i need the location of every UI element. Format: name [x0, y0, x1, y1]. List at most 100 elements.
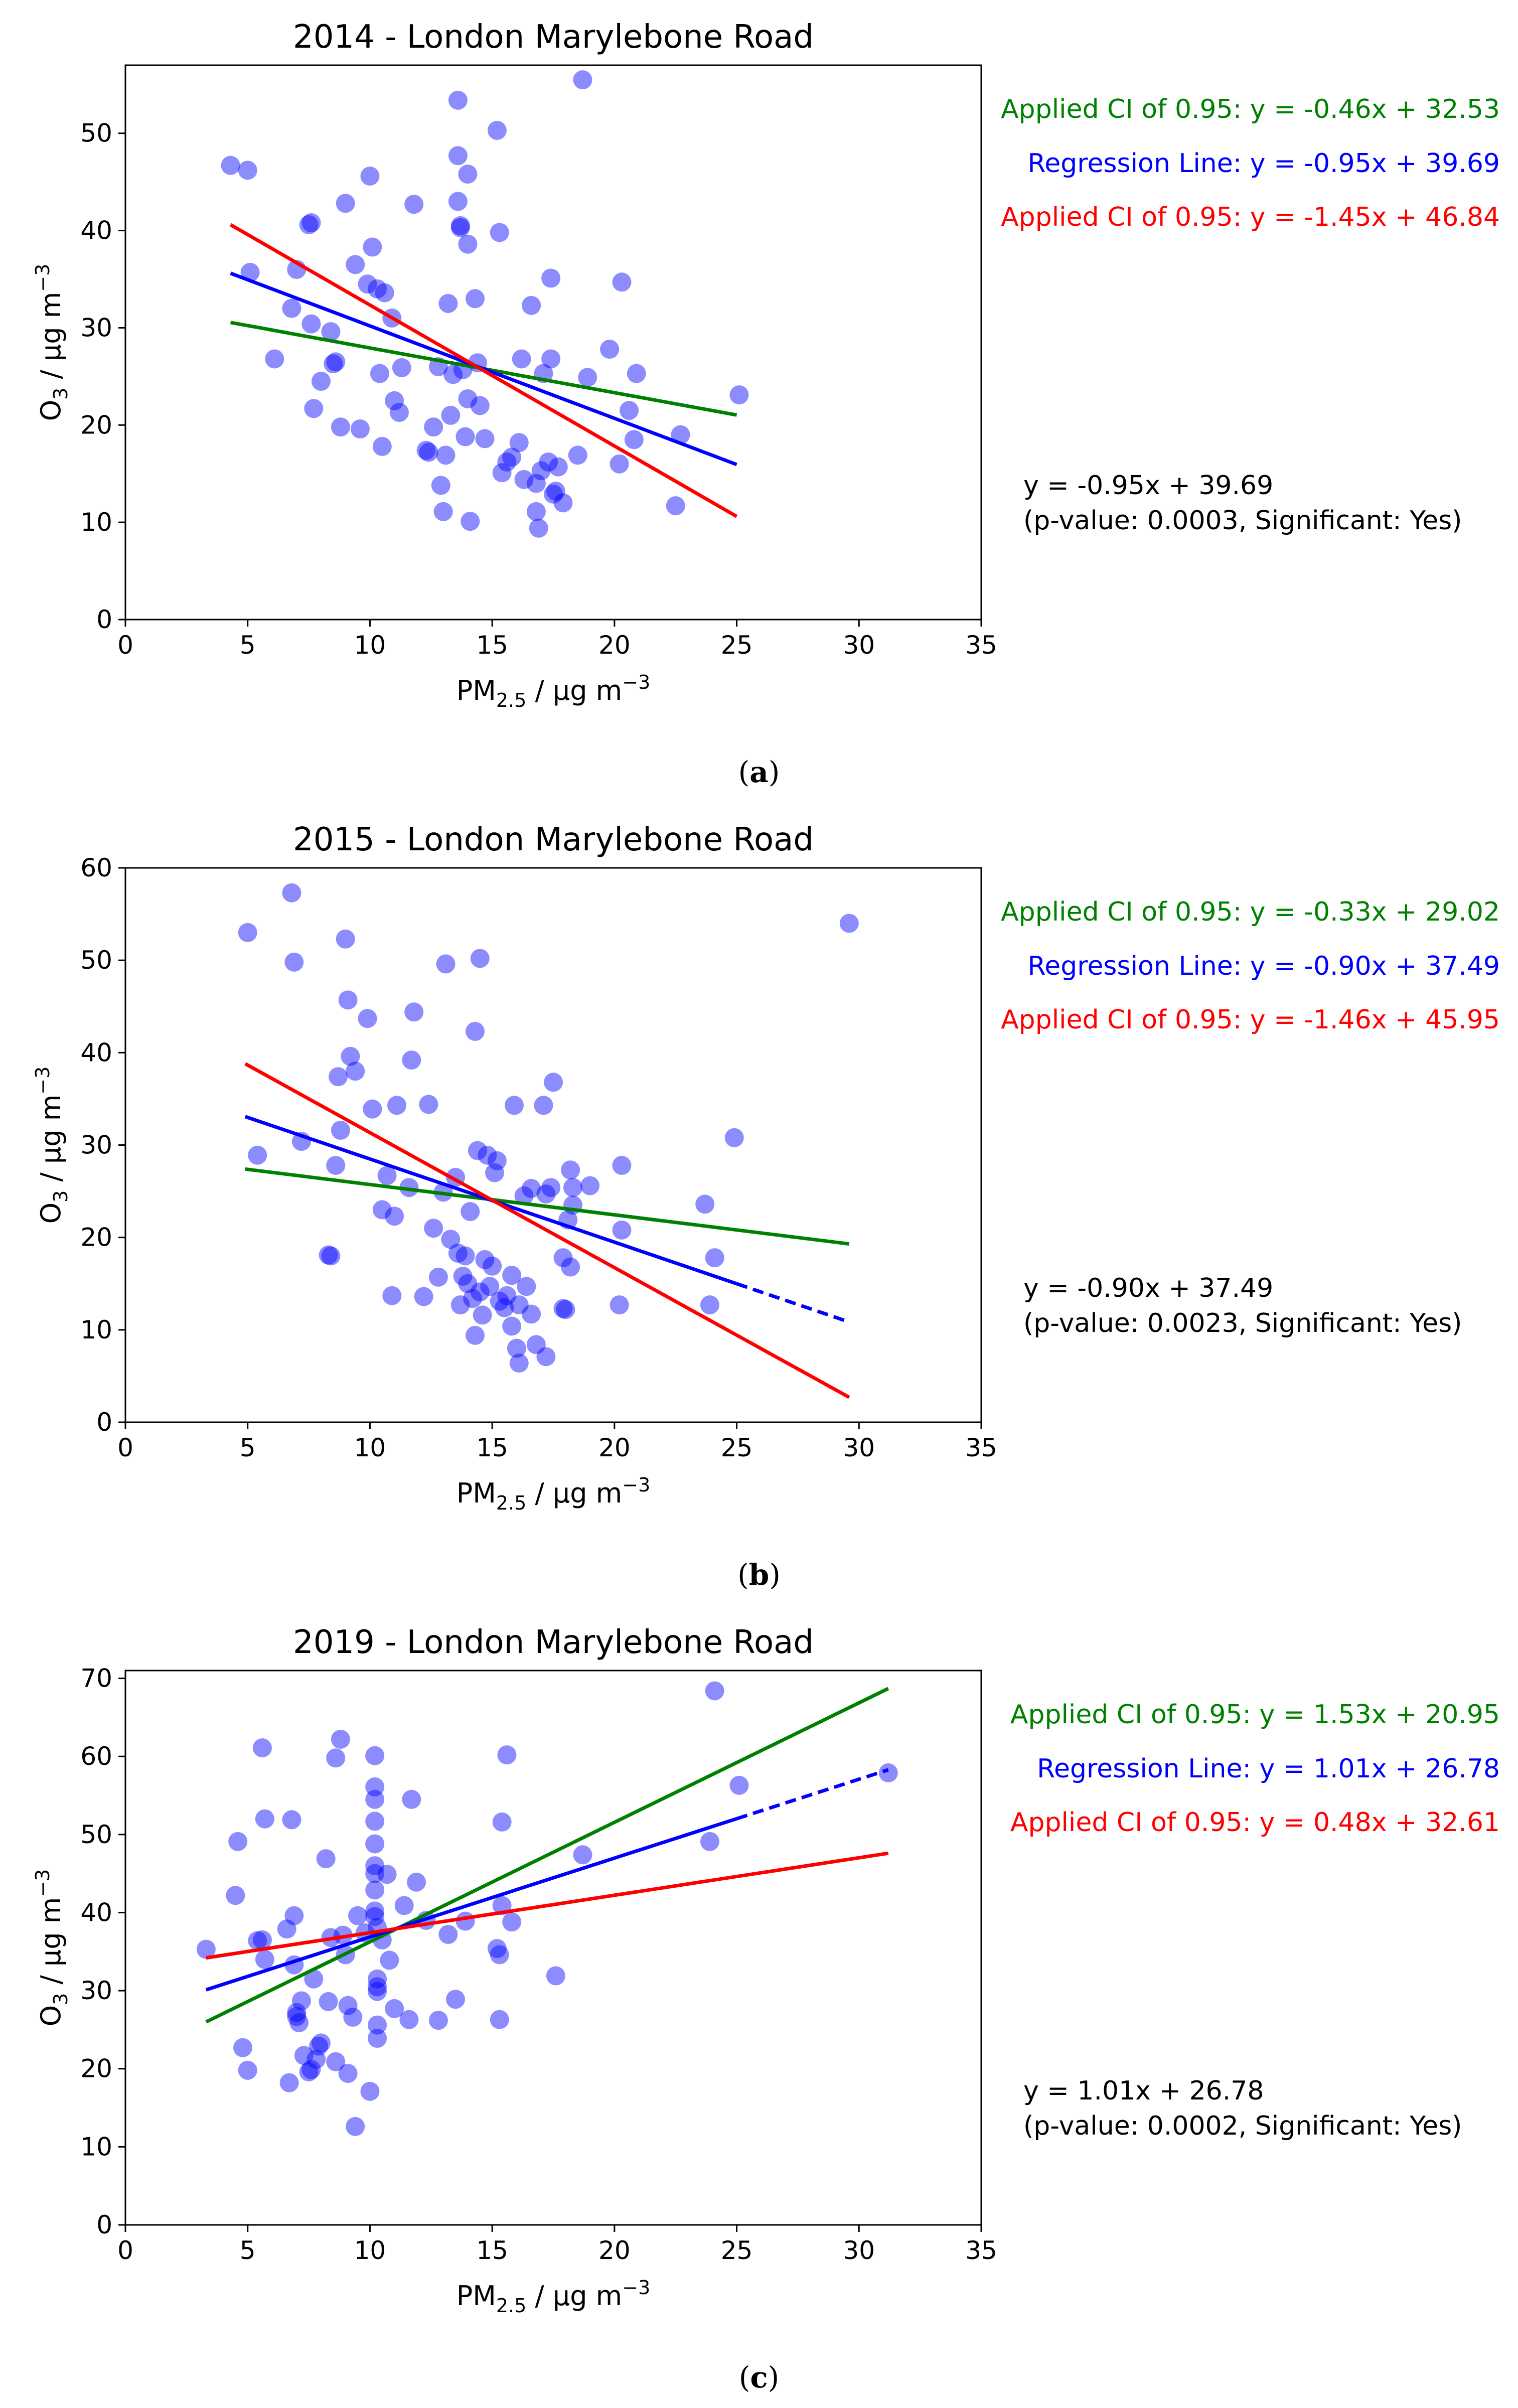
y-tick-label: 40: [80, 216, 112, 245]
data-point: [424, 417, 443, 437]
data-point: [509, 433, 529, 453]
data-point: [517, 1277, 536, 1296]
annotation-lower-ci: Applied CI of 0.95: y = -1.46x + 45.95: [1001, 1005, 1500, 1035]
data-point: [497, 452, 517, 472]
data-point: [475, 429, 495, 448]
data-point: [428, 2011, 448, 2030]
x-tick-label: 25: [721, 1433, 753, 1462]
data-point: [255, 1949, 274, 1969]
data-point: [226, 1886, 245, 1905]
data-point: [431, 476, 450, 495]
data-point: [544, 1073, 563, 1092]
data-point: [441, 1230, 461, 1249]
data-point: [526, 502, 546, 521]
data-point: [255, 1809, 274, 1829]
data-point: [539, 452, 558, 472]
y-tick-label: 50: [80, 946, 112, 975]
data-point: [365, 1907, 385, 1926]
upper_ci-line: [205, 1687, 889, 2024]
fit-lines: [205, 1687, 889, 2024]
y-axis-label: O3 / µg m−3: [32, 1869, 72, 2027]
y-axis-label-group: O3 / µg m−3: [32, 264, 72, 421]
y-axis-label-part: −3: [32, 1869, 54, 1897]
x-axis-label-part: / µg m: [526, 1477, 622, 1509]
y-tick-label: 20: [80, 1223, 112, 1252]
data-point: [458, 234, 478, 254]
data-point: [490, 2010, 509, 2029]
data-point: [505, 1096, 524, 1115]
data-point: [279, 2073, 299, 2092]
data-point: [419, 442, 438, 462]
x-tick-label: 10: [354, 1433, 386, 1462]
plot-frame: [124, 1670, 982, 2226]
data-point: [553, 1248, 573, 1268]
x-axis-label-part: / µg m: [526, 675, 622, 706]
data-point: [385, 1999, 404, 2018]
data-point: [441, 405, 461, 425]
data-point: [377, 1865, 397, 1884]
data-point: [301, 2060, 321, 2079]
x-axis-label: PM2.5 / µg m−3: [457, 671, 651, 711]
x-tick-label: 0: [117, 631, 133, 660]
data-point: [331, 417, 350, 437]
x-tick-label: 25: [721, 631, 753, 660]
data-point: [492, 1812, 512, 1832]
data-point: [534, 1096, 553, 1115]
upper_ci-line: [245, 1167, 850, 1246]
data-point: [627, 364, 646, 383]
x-axis-label-part: PM: [457, 2280, 496, 2312]
data-point: [289, 2013, 309, 2032]
x-tick-label: 35: [965, 631, 997, 660]
data-point: [438, 1925, 458, 1944]
data-point: [514, 470, 534, 489]
data-point: [724, 1128, 744, 1147]
data-point: [321, 1246, 341, 1266]
data-point: [443, 365, 463, 384]
scatter-chart-2019: 2019 - London Marylebone Road 0 5 10 15 20 25 3…: [32, 1624, 1500, 2317]
data-point: [700, 1832, 719, 1851]
x-tick-label: 0: [117, 1433, 133, 1462]
data-point: [490, 223, 509, 242]
x-axis-label: PM2.5 / µg m−3: [457, 1474, 651, 1514]
data-point: [311, 372, 331, 391]
data-point: [419, 1095, 438, 1114]
data-point: [329, 1067, 348, 1087]
x-axis-label-part: 2.5: [496, 2295, 526, 2317]
data-point: [338, 990, 358, 1010]
data-point: [331, 1121, 350, 1140]
data-point: [375, 283, 394, 303]
x-tick-label: 15: [476, 631, 508, 660]
panel-caption-c: (c): [738, 2360, 780, 2394]
data-point: [299, 215, 319, 234]
data-point: [612, 1156, 632, 1175]
data-point: [475, 1250, 495, 1269]
data-point: [729, 385, 749, 405]
data-point: [311, 2033, 331, 2053]
data-point: [624, 430, 644, 449]
x-axis-label-part: −3: [622, 2277, 650, 2299]
data-point: [470, 1282, 490, 1302]
x-tick-label: 0: [117, 2236, 133, 2265]
x-tick-label: 20: [598, 2236, 631, 2265]
data-point: [294, 2046, 314, 2065]
data-point: [541, 1178, 561, 1197]
x-axis-label-part: −3: [622, 671, 650, 693]
data-point: [252, 1738, 272, 1758]
panel-caption-a: (a): [738, 755, 780, 789]
data-point: [509, 1353, 529, 1373]
data-point: [404, 195, 424, 214]
data-point: [326, 1156, 346, 1175]
data-point: [365, 1880, 385, 1900]
y-axis-label-part: / µg m: [35, 292, 67, 388]
data-point: [338, 1996, 358, 2015]
data-point: [402, 1789, 421, 1809]
data-point: [358, 274, 377, 294]
y-axis-label-part: −3: [32, 264, 54, 292]
data-point: [448, 90, 468, 110]
data-point: [470, 949, 490, 968]
data-point: [450, 216, 470, 235]
data-point: [492, 463, 512, 483]
data-point: [573, 1845, 592, 1865]
x-tick-label: 30: [843, 2236, 875, 2265]
data-point: [502, 447, 522, 467]
